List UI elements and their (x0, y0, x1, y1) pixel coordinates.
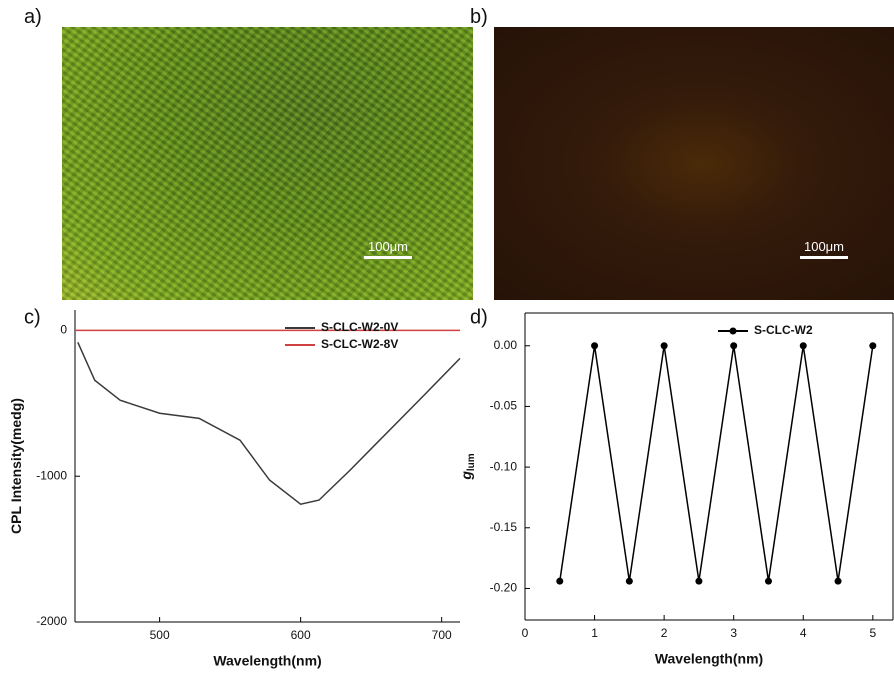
x-axis-title: Wavelength(nm) (655, 651, 763, 667)
y-tick-label: 0 (60, 323, 67, 337)
y-axis-title-sub: lum (466, 453, 477, 471)
legend-label: S-CLC-W2-8V (321, 337, 398, 351)
texture (62, 27, 473, 300)
x-tick-label: 4 (800, 626, 807, 640)
x-tick-label: 500 (150, 628, 170, 642)
x-tick-label: 600 (291, 628, 311, 642)
data-line (559, 345, 874, 582)
scale-bar: 100μm (794, 239, 854, 259)
y-axis-title-main: CPL Intensity(medg) (8, 398, 24, 534)
x-tick-label: 5 (869, 626, 876, 640)
data-point (625, 577, 633, 585)
data-point (660, 342, 668, 350)
y-tick-label: -0.15 (490, 520, 518, 534)
micrograph: 100μm (62, 27, 473, 300)
y-axis-title: glum (458, 453, 477, 480)
data-point (799, 342, 807, 350)
x-tick-label: 0 (522, 626, 529, 640)
x-tick-label: 3 (730, 626, 737, 640)
x-tick-label: 1 (591, 626, 598, 640)
scale-bar-label: 100μm (803, 239, 844, 254)
micrograph: 100μm (494, 27, 894, 300)
y-tick-label: -0.05 (490, 399, 518, 413)
data-point (869, 342, 877, 350)
y-tick-label: -0.10 (490, 459, 518, 473)
y-axis-title-main: g (458, 471, 474, 481)
panel-label: c) (24, 306, 41, 328)
y-tick-label: -1000 (36, 468, 67, 482)
data-point (556, 577, 564, 585)
legend-label: S-CLC-W2 (754, 323, 813, 337)
y-tick-label: -0.20 (490, 581, 518, 595)
panel-label: a) (24, 6, 42, 28)
data-point (695, 577, 703, 585)
x-tick-label: 700 (432, 628, 452, 642)
scale-bar: 100μm (358, 239, 418, 259)
data-point (591, 342, 599, 350)
legend-marker (729, 327, 737, 335)
y-tick-label: -2000 (36, 614, 67, 628)
scale-bar-label: 100μm (367, 239, 408, 254)
panel-label: b) (470, 6, 488, 28)
y-tick-label: 0.00 (494, 338, 518, 352)
y-axis-title: CPL Intensity(medg) (8, 398, 24, 534)
x-tick-label: 2 (661, 626, 668, 640)
panel-label: d) (470, 306, 488, 328)
data-point (730, 342, 738, 350)
data-point (834, 577, 842, 585)
legend-label: S-CLC-W2-0V (321, 320, 398, 334)
data-point (764, 577, 772, 585)
x-axis-title: Wavelength(nm) (213, 653, 321, 669)
data-line (77, 342, 461, 506)
